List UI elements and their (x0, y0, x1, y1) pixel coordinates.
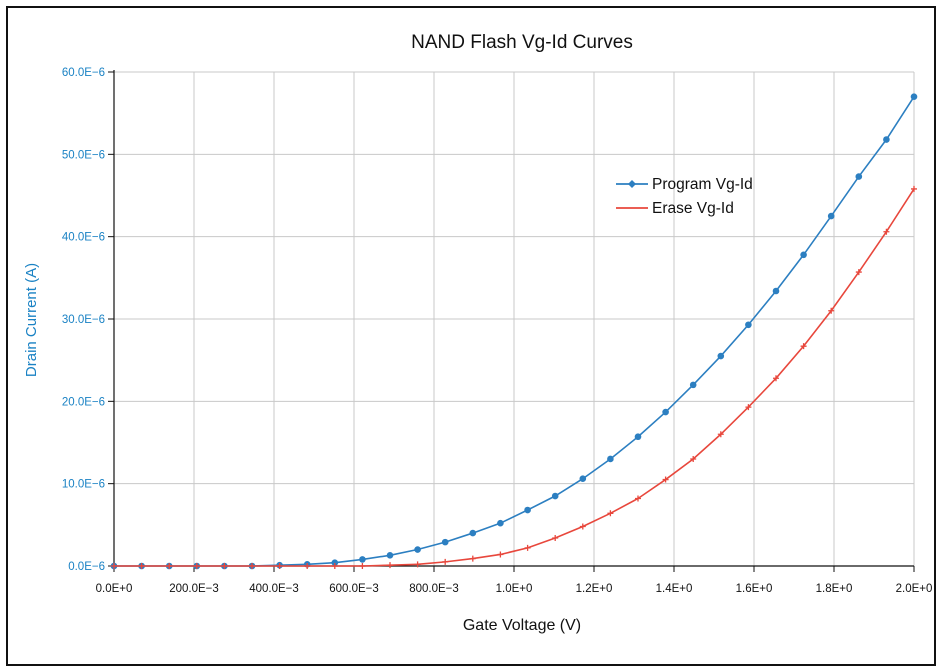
legend-marker (628, 180, 636, 188)
data-point (524, 506, 531, 514)
legend-entry: Erase Vg-Id (616, 200, 734, 217)
series-erase (111, 185, 917, 569)
data-point (276, 563, 283, 569)
data-point (883, 228, 890, 235)
axes (108, 70, 915, 572)
x-tick-label: 1.4E+0 (656, 583, 693, 595)
data-point (855, 173, 863, 180)
data-point (773, 375, 779, 382)
data-point (635, 495, 641, 502)
data-point (551, 492, 559, 500)
x-tick-label: 400.0E−3 (249, 583, 299, 595)
data-point (414, 546, 421, 553)
data-point (249, 563, 255, 569)
legend-entry: Program Vg-Id (616, 176, 753, 193)
data-point (800, 343, 807, 350)
data-point (304, 563, 311, 569)
data-point (689, 381, 697, 389)
data-point (359, 556, 366, 563)
y-tick-label: 50.0E−6 (62, 149, 105, 161)
x-axis-label: Gate Voltage (V) (463, 617, 581, 634)
y-tick-label: 10.0E−6 (62, 479, 105, 491)
data-point (193, 563, 200, 569)
data-point (855, 269, 862, 276)
y-tick-label: 0.0E−6 (68, 561, 105, 573)
x-tick-label: 0.0E+0 (96, 583, 133, 595)
data-point (469, 555, 476, 562)
data-point (828, 307, 835, 314)
y-tick-label: 40.0E−6 (62, 232, 105, 244)
data-point (662, 408, 669, 416)
y-tick-label: 60.0E−6 (62, 67, 105, 79)
x-tick-label: 2.0E+0 (896, 583, 933, 595)
chart-frame (6, 6, 936, 666)
data-point (441, 538, 449, 546)
data-point (772, 287, 780, 295)
x-tick-label: 1.6E+0 (736, 583, 773, 595)
data-point (331, 559, 339, 567)
y-tick-label: 30.0E−6 (62, 314, 105, 326)
chart-title: NAND Flash Vg-Id Curves (411, 32, 633, 53)
data-point (607, 510, 614, 517)
plot-series (110, 93, 918, 570)
data-point (138, 563, 145, 569)
data-point (524, 544, 531, 551)
data-point (386, 551, 394, 559)
data-point (717, 352, 725, 360)
data-point (634, 433, 642, 441)
data-point (745, 321, 752, 329)
data-point (221, 563, 228, 569)
data-point (387, 562, 393, 569)
series-line (114, 188, 915, 567)
data-point (414, 561, 421, 568)
x-tick-label: 1.0E+0 (496, 583, 533, 595)
data-point (607, 455, 614, 463)
data-point (359, 563, 366, 569)
x-tick-label: 200.0E−3 (169, 583, 219, 595)
y-axis-label: Drain Current (A) (23, 263, 40, 377)
data-point (662, 476, 669, 483)
data-point (469, 529, 477, 537)
grid-lines (114, 71, 915, 566)
data-point (800, 251, 807, 259)
data-point (827, 212, 835, 220)
x-tick-label: 600.0E−3 (329, 583, 379, 595)
data-point (745, 404, 752, 411)
data-point (579, 523, 586, 530)
x-tick-label: 800.0E−3 (409, 583, 459, 595)
legend-label: Program Vg-Id (652, 176, 753, 193)
data-point (883, 136, 890, 143)
x-tick-label: 1.2E+0 (576, 583, 613, 595)
tick-labels: 0.0E+0 200.0E−3 400.0E−3 600.0E−3 800.0E−3 1.… (62, 67, 933, 595)
data-point (552, 535, 559, 542)
data-point (910, 93, 918, 100)
data-point (579, 475, 587, 483)
x-tick-label: 1.8E+0 (816, 583, 853, 595)
data-point (111, 563, 117, 569)
legend-label: Erase Vg-Id (652, 200, 734, 217)
legend: Program Vg-Id Erase Vg-Id (616, 176, 753, 217)
data-point (497, 551, 504, 558)
data-point (690, 455, 697, 462)
data-point (497, 519, 504, 527)
y-tick-label: 20.0E−6 (62, 396, 105, 408)
data-point (331, 563, 338, 569)
data-point (717, 431, 724, 438)
data-point (442, 558, 449, 565)
data-point (911, 185, 917, 192)
data-point (166, 563, 173, 569)
